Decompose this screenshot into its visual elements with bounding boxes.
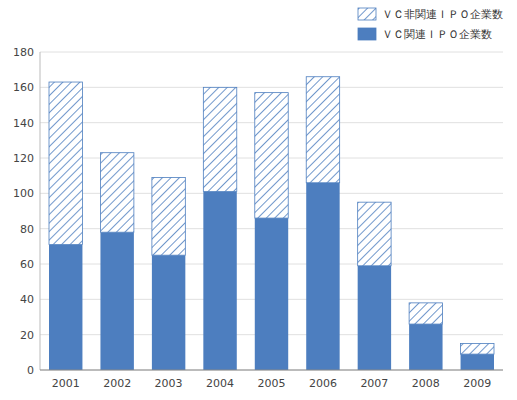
bar — [203, 87, 236, 191]
x-tick-label: 2002 — [103, 377, 131, 390]
chart-svg: 0 20 40 60 80 100 120 140 160 180 2001 2002 2003 2004… — [0, 0, 517, 400]
grid-line — [40, 52, 503, 53]
legend-item: ＶＣ非関連ＩＰＯ企業数 — [358, 8, 503, 21]
bar — [203, 192, 236, 370]
bar — [409, 324, 442, 370]
x-tick-label: 2005 — [258, 377, 286, 390]
x-tick-label: 2003 — [155, 377, 183, 390]
grid-line — [40, 370, 503, 371]
bar — [306, 77, 339, 183]
bar — [100, 232, 133, 370]
y-tick-label: 60 — [20, 258, 34, 271]
bar — [255, 93, 288, 218]
legend: ＶＣ非関連ＩＰＯ企業数 ＶＣ関連ＩＰＯ企業数 — [358, 8, 503, 41]
legend-label: ＶＣ非関連ＩＰＯ企業数 — [382, 8, 503, 21]
bar — [152, 177, 185, 255]
bar — [255, 218, 288, 370]
bar — [358, 266, 391, 370]
bar — [306, 183, 339, 370]
x-axis-line — [40, 370, 503, 371]
bar — [49, 82, 82, 245]
x-tick-label: 2008 — [412, 377, 440, 390]
x-tick-label: 2004 — [206, 377, 234, 390]
y-tick-label: 80 — [20, 223, 34, 236]
y-ticks: 0 20 40 60 80 100 120 140 160 180 — [13, 46, 34, 377]
legend-swatch — [358, 28, 376, 40]
y-tick-label: 20 — [20, 329, 34, 342]
bar — [461, 354, 494, 370]
series-1 — [49, 77, 494, 354]
bar — [358, 202, 391, 266]
bar — [152, 255, 185, 370]
x-tick-label: 2006 — [309, 377, 337, 390]
y-tick-label: 120 — [13, 152, 34, 165]
x-tick-label: 2009 — [463, 377, 491, 390]
y-axis-line — [40, 52, 41, 370]
grid-line — [40, 87, 503, 88]
x-ticks: 2001 2002 2003 2004 2005 2006 2007 2008 2009 — [52, 377, 492, 390]
legend-swatch — [358, 8, 376, 20]
y-tick-label: 100 — [13, 187, 34, 200]
bar — [49, 245, 82, 370]
bars — [49, 77, 494, 370]
bar — [409, 303, 442, 324]
y-tick-label: 40 — [20, 293, 34, 306]
y-tick-label: 180 — [13, 46, 34, 59]
grid — [40, 52, 503, 370]
x-tick-label: 2007 — [360, 377, 388, 390]
chart-container: 0 20 40 60 80 100 120 140 160 180 2001 2002 2003 2004… — [0, 0, 517, 400]
y-tick-label: 160 — [13, 81, 34, 94]
legend-item: ＶＣ関連ＩＰＯ企業数 — [358, 28, 492, 41]
x-tick-label: 2001 — [52, 377, 80, 390]
y-tick-label: 140 — [13, 117, 34, 130]
legend-label: ＶＣ関連ＩＰＯ企業数 — [382, 28, 492, 41]
bar — [461, 344, 494, 355]
bar — [100, 153, 133, 233]
y-tick-label: 0 — [27, 364, 34, 377]
